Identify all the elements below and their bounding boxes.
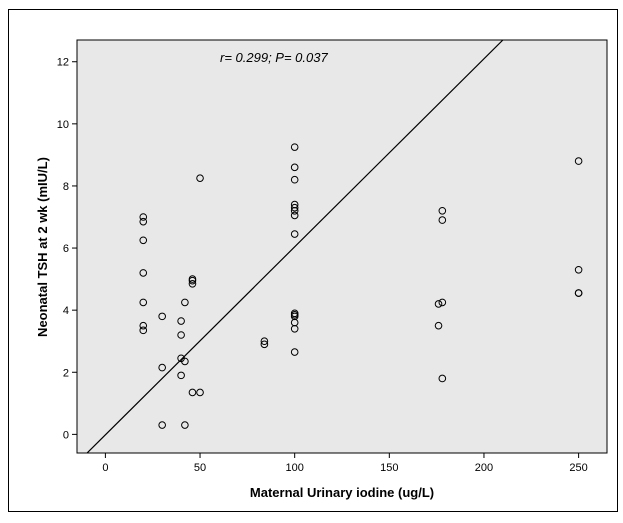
scatter-point bbox=[290, 206, 299, 215]
scatter-point bbox=[574, 265, 583, 274]
scatter-point bbox=[139, 213, 148, 221]
x-tick-label: 200 bbox=[475, 462, 493, 474]
y-tick-label: 8 bbox=[63, 181, 69, 193]
scatter-point bbox=[188, 388, 197, 397]
scatter-point bbox=[158, 312, 166, 321]
y-tick-label: 0 bbox=[63, 429, 69, 441]
x-tick-label: 150 bbox=[380, 462, 398, 474]
scatter-point bbox=[188, 276, 197, 285]
scatter-point bbox=[196, 174, 204, 182]
scatter-point bbox=[177, 317, 185, 325]
scatter-point bbox=[574, 289, 583, 297]
scatter-point bbox=[438, 298, 447, 307]
scatter-point bbox=[260, 340, 269, 349]
scatter-point bbox=[181, 421, 189, 429]
scatter-point bbox=[290, 163, 299, 172]
x-tick-label: 50 bbox=[194, 462, 206, 474]
scatter-point bbox=[290, 348, 299, 356]
scatter-point bbox=[196, 388, 204, 397]
scatter-point bbox=[438, 206, 447, 215]
scatter-point bbox=[139, 321, 148, 330]
scatter-point bbox=[438, 374, 447, 383]
scatter-point bbox=[290, 324, 299, 333]
regression-line bbox=[86, 40, 504, 453]
scatter-point bbox=[188, 279, 197, 288]
scatter-point bbox=[139, 217, 148, 226]
stat-annotation: r= 0.299; P= 0.037 bbox=[220, 50, 328, 65]
scatter-point bbox=[438, 216, 447, 224]
scatter-point bbox=[290, 203, 299, 212]
scatter-point bbox=[139, 236, 148, 245]
y-tick-label: 2 bbox=[63, 367, 69, 379]
scatter-point bbox=[260, 337, 269, 346]
y-axis-title: Neonatal TSH at 2 wk (mIU/L) bbox=[35, 157, 50, 337]
x-axis-ticks: 0 50 100 150 200 250 bbox=[102, 453, 588, 474]
scatter-point bbox=[181, 298, 189, 307]
scatter-point bbox=[290, 143, 299, 151]
scatter-point bbox=[139, 298, 148, 307]
scatter-point bbox=[177, 371, 185, 380]
scatter-point bbox=[158, 421, 166, 429]
scatter-point bbox=[177, 331, 185, 339]
plot-area bbox=[76, 39, 608, 454]
scatter-point bbox=[290, 211, 299, 220]
y-axis-ticks: 0 2 4 6 8 10 12 bbox=[57, 57, 77, 441]
scatter-point bbox=[139, 269, 148, 277]
x-axis-title: Maternal Urinary iodine (ug/L) bbox=[250, 485, 434, 500]
scatter-point bbox=[158, 363, 166, 372]
x-tick-label: 250 bbox=[569, 462, 587, 474]
scatter-point bbox=[139, 326, 148, 335]
scatter-point bbox=[574, 157, 583, 165]
scatter-point bbox=[290, 230, 299, 238]
y-tick-label: 12 bbox=[57, 57, 69, 69]
x-tick-label: 100 bbox=[285, 462, 303, 474]
y-tick-label: 4 bbox=[63, 305, 69, 317]
scatter-point bbox=[434, 300, 443, 308]
y-tick-label: 6 bbox=[63, 243, 69, 255]
y-tick-label: 10 bbox=[57, 119, 69, 131]
data-points bbox=[139, 143, 583, 429]
scatter-point bbox=[290, 175, 299, 184]
scatter-point bbox=[434, 321, 443, 330]
scatter-point bbox=[181, 357, 189, 366]
scatter-point bbox=[290, 311, 299, 319]
x-tick-label: 0 bbox=[102, 462, 108, 474]
regression-line-group bbox=[86, 40, 504, 453]
